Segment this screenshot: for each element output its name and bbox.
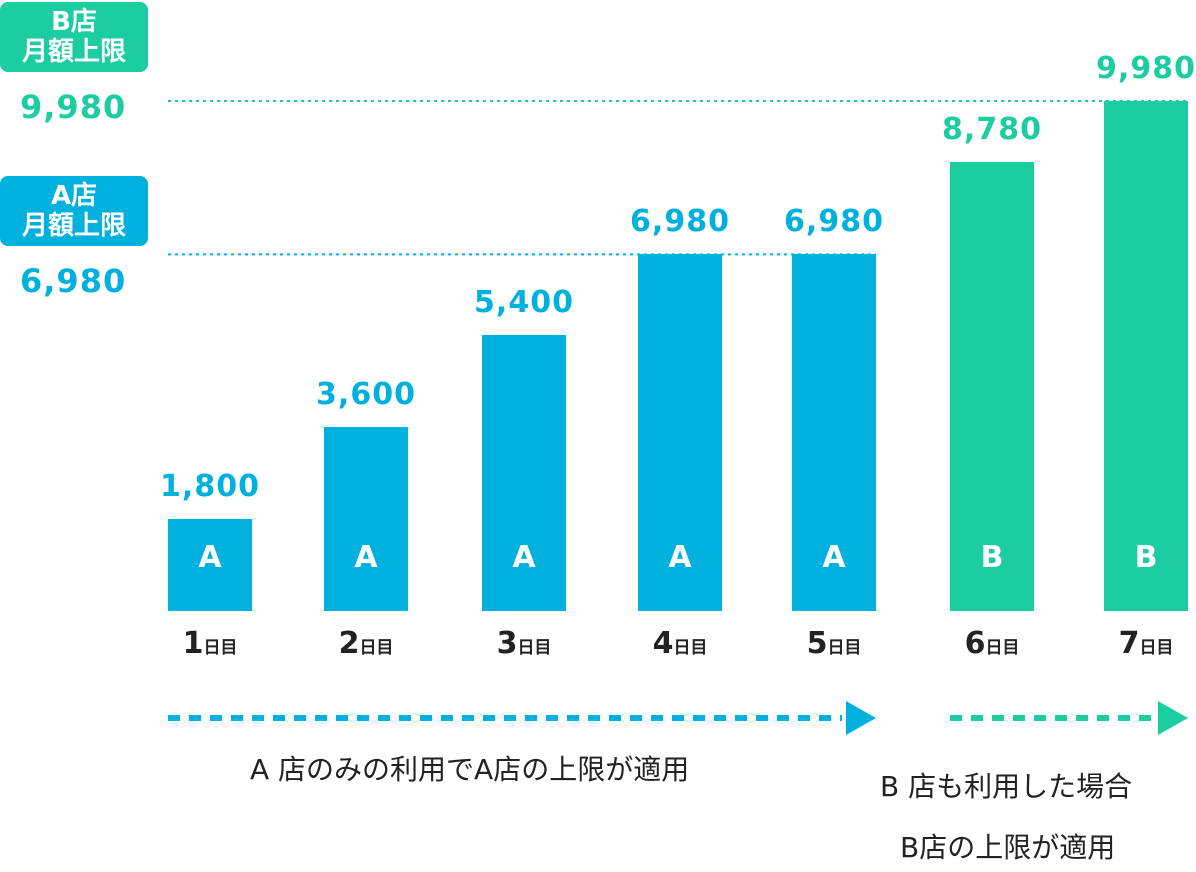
x-tick-label: 5日目 [774,626,894,661]
b-range-caption-line2: B店の上限が適用 [900,831,1116,864]
b-cap-value: 9,980 [20,88,127,126]
bar-store-letter: B [1134,539,1158,575]
bar-value-label: 1,800 [160,469,260,505]
bar-day-3: A [482,335,566,611]
x-tick-unit: 日目 [673,638,708,658]
a-range-caption: A 店のみの利用でA店の上限が適用 [250,753,690,786]
bar-day-6: B [950,162,1034,611]
x-tick-label: 4日目 [620,626,740,661]
b-cap-badge: B店 月額上限 [0,2,148,72]
x-tick-number: 3 [496,626,518,661]
a-cap-value: 6,980 [20,262,127,300]
bar-store-letter: B [980,539,1004,575]
b-range-caption-line1: B 店も利用した場合 [880,770,1133,803]
x-tick-unit: 日目 [517,638,552,658]
bar-day-1: A [168,519,252,611]
x-tick-label: 1日目 [150,626,270,661]
bar-value-label: 5,400 [474,285,574,321]
x-tick-unit: 日目 [1139,638,1174,658]
bar-value-label: 9,980 [1096,51,1196,87]
x-tick-unit: 日目 [203,638,238,658]
x-tick-number: 5 [806,626,828,661]
bar-day-4: A [638,254,722,611]
a-cap-badge: A店 月額上限 [0,176,148,246]
bar-store-letter: A [822,539,846,575]
x-tick-label: 2日目 [306,626,426,661]
bar-store-letter: A [512,539,536,575]
a-cap-badge-line2: 月額上限 [21,211,126,241]
bar-store-letter: A [354,539,378,575]
a-cap-badge-line1: A店 [50,181,98,211]
bar-store-letter: A [668,539,692,575]
bar-value-label: 6,980 [630,204,730,240]
x-tick-unit: 日目 [985,638,1020,658]
bar-store-letter: A [198,539,222,575]
x-tick-number: 6 [964,626,986,661]
bar-value-label: 8,780 [942,112,1042,148]
b-cap-badge-line2: 月額上限 [21,37,126,67]
x-tick-number: 1 [182,626,204,661]
bar-day-2: A [324,427,408,611]
x-tick-number: 7 [1118,626,1140,661]
x-tick-label: 6日目 [932,626,1052,661]
x-tick-label: 3日目 [464,626,584,661]
bar-day-5: A [792,254,876,611]
x-tick-number: 4 [652,626,674,661]
b-range-arrow-head [1158,701,1188,735]
x-tick-unit: 日目 [359,638,394,658]
bar-value-label: 6,980 [784,204,884,240]
x-tick-unit: 日目 [827,638,862,658]
b-cap-badge-line1: B店 [51,7,97,37]
bar-day-7: B [1104,101,1188,611]
a-range-arrow-head [846,701,876,735]
bar-value-label: 3,600 [316,377,416,413]
x-tick-label: 7日目 [1086,626,1196,661]
x-tick-number: 2 [338,626,360,661]
